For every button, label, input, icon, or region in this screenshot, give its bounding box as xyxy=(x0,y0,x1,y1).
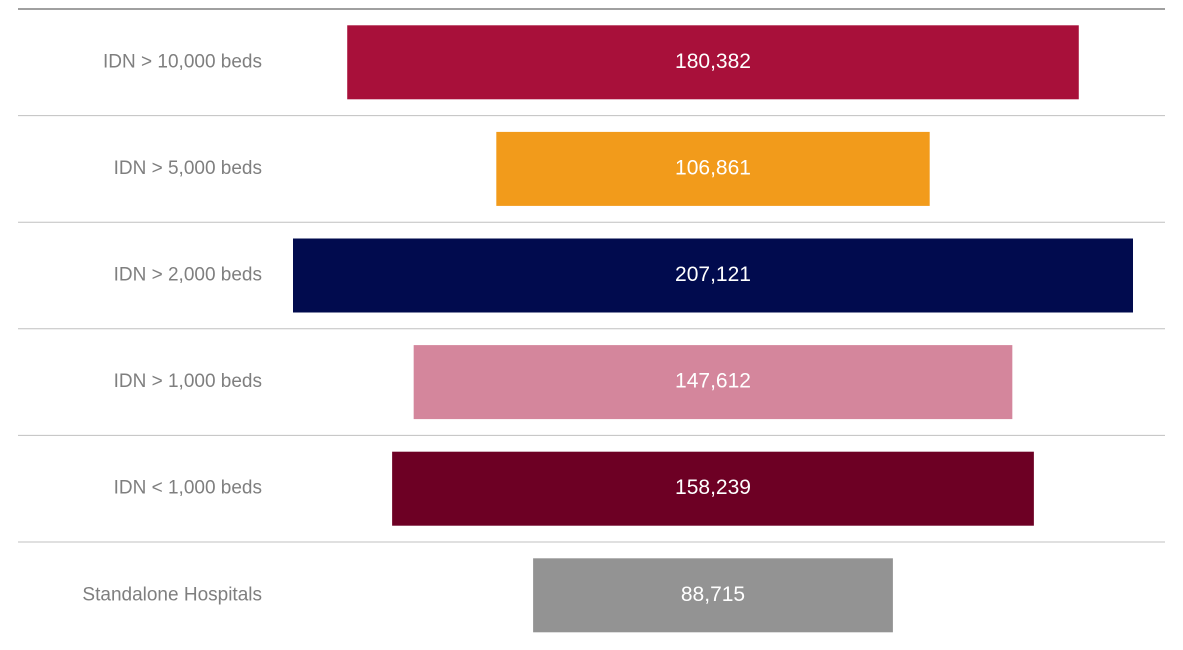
value-label: 207,121 xyxy=(675,263,751,286)
category-label: IDN < 1,000 beds xyxy=(114,478,262,499)
bar xyxy=(392,451,1034,526)
category-label: IDN > 2,000 beds xyxy=(114,265,262,286)
category-label: IDN > 1,000 beds xyxy=(114,371,262,392)
value-label: 88,715 xyxy=(681,583,745,606)
value-label: 147,612 xyxy=(675,370,751,393)
bar xyxy=(347,25,1079,100)
bar xyxy=(496,131,930,206)
bar xyxy=(533,558,893,633)
value-label: 180,382 xyxy=(675,50,751,73)
value-label: 158,239 xyxy=(675,476,751,499)
value-label: 106,861 xyxy=(675,156,751,179)
category-label: Standalone Hospitals xyxy=(82,584,262,605)
category-label: IDN > 5,000 beds xyxy=(114,158,262,179)
category-label: IDN > 10,000 beds xyxy=(103,51,262,72)
bar xyxy=(293,238,1133,313)
bar xyxy=(413,345,1013,420)
